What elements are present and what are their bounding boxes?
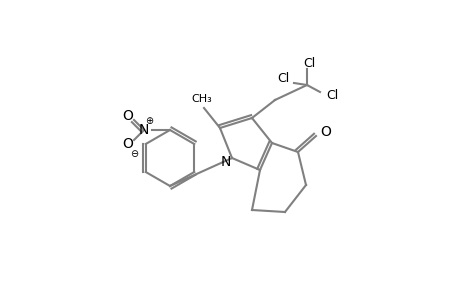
Text: N: N — [139, 123, 149, 137]
Text: O: O — [320, 125, 331, 139]
Text: O: O — [122, 109, 133, 123]
Text: ⊕: ⊕ — [145, 116, 153, 126]
Text: Cl: Cl — [276, 71, 289, 85]
Text: Cl: Cl — [302, 56, 314, 70]
Text: CH₃: CH₃ — [191, 94, 212, 104]
Text: ⊖: ⊖ — [129, 149, 138, 159]
Text: O: O — [122, 137, 133, 151]
Text: N: N — [220, 155, 231, 169]
Text: Cl: Cl — [325, 88, 337, 101]
